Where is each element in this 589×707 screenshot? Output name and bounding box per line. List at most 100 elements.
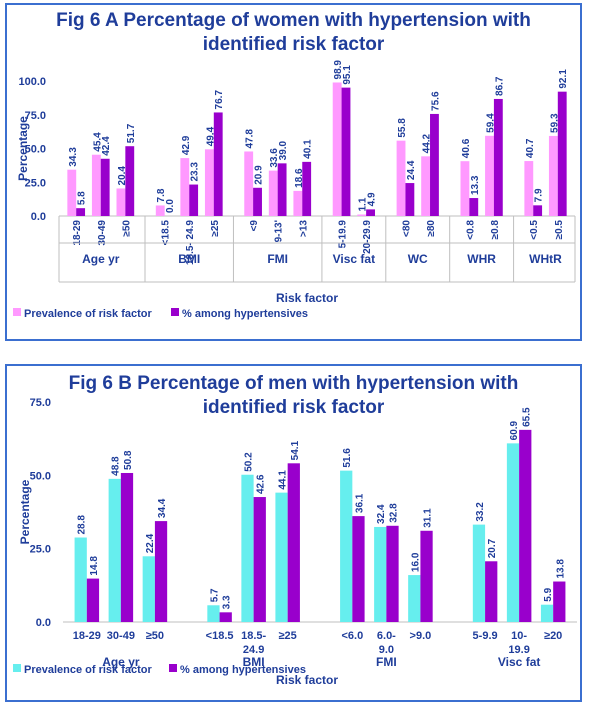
legend-label: Prevalence of risk factor xyxy=(24,308,153,320)
data-label: 4.9 xyxy=(367,192,378,206)
bar-prevalence xyxy=(357,214,367,216)
data-label: 60.9 xyxy=(509,420,520,440)
data-label: 20.9 xyxy=(254,165,265,185)
data-label: 40.1 xyxy=(303,139,314,159)
data-label: 59.4 xyxy=(485,113,496,133)
y-tick-label: 75.0 xyxy=(25,110,46,122)
chart-panel-men: Fig 6 B Percentage of men with hypertens… xyxy=(5,364,582,702)
bar-prevalence xyxy=(293,190,303,216)
y-axis-label: Percentage xyxy=(16,116,30,181)
chart-title-line2: identified risk factor xyxy=(202,34,385,55)
data-label: 32.4 xyxy=(376,504,387,524)
data-label: 50.8 xyxy=(123,450,134,470)
legend-label: % among hypertensives xyxy=(180,664,306,676)
chart-panel-women: Fig 6 A Percentage of women with hyperte… xyxy=(5,3,582,341)
category-label: <0.5 xyxy=(529,220,540,240)
data-label: 42.9 xyxy=(181,135,192,155)
bar-prevalence xyxy=(91,154,101,216)
category-label: 10- xyxy=(511,630,527,642)
bar-prevalence xyxy=(275,492,288,622)
bar-prevalence xyxy=(268,170,278,216)
category-label: <18.5 xyxy=(206,630,234,642)
y-tick-label: 75.0 xyxy=(30,397,51,409)
group-label: WHR xyxy=(467,252,496,266)
bar-prevalence xyxy=(548,135,558,216)
chart-title-line1: Fig 6 B Percentage of men with hypertens… xyxy=(68,373,519,394)
category-label: 9-13' xyxy=(274,220,285,242)
data-label: 36.1 xyxy=(354,493,365,513)
data-label: 33.2 xyxy=(475,502,486,522)
data-label: 51.6 xyxy=(342,448,353,468)
category-label: 18.5- 24.9 xyxy=(185,220,196,265)
category-label: ≥50 xyxy=(146,630,164,642)
bar-hypertensives xyxy=(553,581,566,622)
bar-hypertensives xyxy=(352,516,365,622)
category-label: 9.0 xyxy=(379,644,394,656)
legend-label: % among hypertensives xyxy=(182,308,308,320)
bar-hypertensives xyxy=(253,187,262,216)
y-tick-label: 25.0 xyxy=(25,177,46,189)
data-label: 34.4 xyxy=(157,498,168,518)
data-label: 16.0 xyxy=(410,552,421,572)
chart-svg-men: 0.0 25.0 50.0 75.0 Percentage 28.8 14.8 18-29 48… xyxy=(13,397,577,687)
legend-swatch xyxy=(169,664,177,672)
bar-hypertensives xyxy=(76,208,86,216)
category-label: <6.0 xyxy=(341,630,363,642)
category-label: >9.0 xyxy=(410,630,432,642)
data-label: 44.1 xyxy=(278,470,289,490)
bar-hypertensives xyxy=(341,87,351,217)
data-label: 92.1 xyxy=(558,69,569,89)
category-label: 19.9 xyxy=(508,644,529,656)
data-label: 0.0 xyxy=(165,199,176,213)
bar-prevalence xyxy=(421,156,431,216)
chart-title: Fig 6 B Percentage of men with hypertens… xyxy=(7,372,580,420)
bar-hypertensives xyxy=(302,161,312,216)
bar-hypertensives xyxy=(493,98,503,216)
data-label: 7.9 xyxy=(534,188,545,202)
data-label: 75.6 xyxy=(430,91,441,111)
bar-hypertensives xyxy=(485,561,498,622)
category-label: <80 xyxy=(401,220,412,237)
y-tick-label: 0.0 xyxy=(36,617,51,629)
bar-prevalence xyxy=(460,161,470,216)
bar-hypertensives xyxy=(125,146,135,216)
category-label: 5-9.9 xyxy=(473,630,498,642)
data-label: 42.4 xyxy=(101,136,112,156)
data-label: 50.2 xyxy=(243,452,254,472)
x-axis-label: Risk factor xyxy=(276,291,338,305)
bar-prevalence xyxy=(472,524,486,622)
data-label: 5.9 xyxy=(543,587,554,601)
group-label: Age yr xyxy=(82,252,120,266)
data-label: 24.4 xyxy=(406,160,417,180)
bar-hypertensives xyxy=(213,112,223,216)
category-label: 18-29 xyxy=(73,630,101,642)
y-axis-label: Percentage xyxy=(18,479,32,544)
data-label: 22.4 xyxy=(145,533,156,553)
data-label: 14.8 xyxy=(89,556,100,576)
category-label: >13 xyxy=(298,220,309,237)
group-label: WC xyxy=(408,252,428,266)
bar-prevalence xyxy=(204,149,214,216)
bar-hypertensives xyxy=(287,463,300,622)
data-label: 59.3 xyxy=(549,113,560,133)
group-label: Visc fat xyxy=(333,252,375,266)
data-label: 34.3 xyxy=(68,147,79,167)
legend-swatch xyxy=(13,664,21,672)
bar-prevalence xyxy=(67,169,77,216)
bar-hypertensives xyxy=(386,525,399,622)
category-label: 30-49 xyxy=(97,220,108,246)
data-label: 47.8 xyxy=(245,129,256,149)
bar-prevalence xyxy=(241,474,254,622)
category-label: ≥0.8 xyxy=(490,220,501,240)
category-label: ≥20 xyxy=(544,630,562,642)
group-label: Age yr xyxy=(102,655,140,669)
category-label: ≥0.5 xyxy=(554,220,565,240)
chart-title: Fig 6 A Percentage of women with hyperte… xyxy=(7,9,580,57)
bar-prevalence xyxy=(155,205,165,216)
legend-swatch xyxy=(13,308,21,316)
data-label: 51.7 xyxy=(126,123,137,143)
bar-hypertensives xyxy=(154,521,168,622)
data-label: 95.1 xyxy=(342,65,353,85)
category-label: <9 xyxy=(249,220,260,232)
bar-prevalence xyxy=(396,140,406,216)
